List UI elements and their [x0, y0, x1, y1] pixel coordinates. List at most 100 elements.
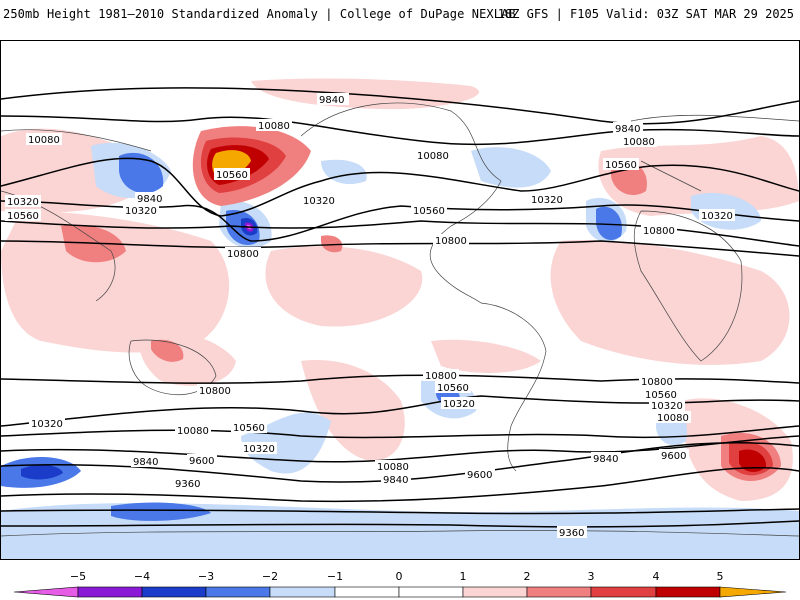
contour-line [1, 115, 799, 146]
colorbar-swatch [205, 586, 271, 598]
anomaly-neg2-region [119, 152, 164, 194]
contour-label: 10560 [233, 423, 265, 434]
contour-label: 9840 [615, 124, 640, 135]
contour-label: 9360 [175, 479, 200, 490]
anomaly-pos1-region [139, 330, 236, 386]
contour-label: 10320 [701, 211, 733, 222]
contour-label: 10800 [643, 226, 675, 237]
contour-label: 9840 [137, 194, 162, 205]
contour-label: 10320 [7, 197, 39, 208]
contour-labels: 9840 10080 10080 10560 9840 10320 10320 … [5, 93, 735, 539]
south-america-outline [480, 302, 547, 472]
contour-label: 10320 [443, 399, 475, 410]
header: 250mb Height 1981–2010 Standardized Anom… [0, 0, 800, 28]
contour-label: 10080 [28, 135, 60, 146]
colorbar-tick-label: 4 [653, 570, 660, 583]
contour-line [1, 435, 799, 463]
map-title: 250mb Height 1981–2010 Standardized Anom… [3, 7, 516, 21]
anomaly-pos2-region [151, 339, 184, 362]
colorbar-tick-label: −3 [198, 570, 214, 583]
model-run-info: 18Z GFS | F105 Valid: 03Z SAT MAR 29 202… [497, 7, 794, 21]
contour-label: 10560 [645, 390, 677, 401]
colorbar-swatch [719, 586, 787, 598]
contour-label: 9360 [559, 528, 584, 539]
colorbar-swatch [462, 586, 528, 598]
contour-label: 10560 [413, 206, 445, 217]
contour-label: 10800 [435, 236, 467, 247]
contour-label: 10080 [417, 151, 449, 162]
contour-label: 10320 [31, 419, 63, 430]
contour-label: 9600 [467, 470, 492, 481]
contour-label: 9840 [593, 454, 618, 465]
colorbar-swatch [269, 586, 336, 598]
colorbar-swatch [398, 586, 464, 598]
antarctica-outline [1, 530, 799, 537]
contour-line [1, 240, 799, 257]
anomaly-neg1-region [471, 147, 551, 188]
colorbar-swatch [655, 586, 721, 598]
map-canvas: 9840 10080 10080 10560 9840 10320 10320 … [1, 78, 799, 559]
anomaly-pos1-region [598, 136, 799, 216]
anomaly-neg1-region [1, 503, 799, 559]
contour-label: 10320 [243, 444, 275, 455]
contour-label: 9600 [661, 451, 686, 462]
contour-line [1, 220, 799, 247]
contour-label: 10800 [425, 371, 457, 382]
contour-label: 10800 [641, 377, 673, 388]
contour-line [1, 87, 799, 125]
contour-line [1, 508, 799, 515]
contour-label: 9840 [133, 457, 158, 468]
anomaly-neg3-region [21, 464, 63, 480]
africa-outline [633, 210, 743, 362]
map-panel: 9840 10080 10080 10560 9840 10320 10320 … [0, 40, 800, 560]
anomaly-pos2-region [321, 235, 343, 253]
height-contours [1, 87, 799, 528]
colorbar-swatches [13, 586, 787, 598]
anomaly-pos1-region [265, 246, 423, 327]
colorbar-tick-label: 2 [524, 570, 531, 583]
colorbar-tick-label: 0 [396, 570, 403, 583]
contour-label: 10320 [125, 206, 157, 217]
contour-line [1, 467, 799, 503]
anomaly-pos1-region [431, 339, 541, 373]
contour-line [1, 425, 799, 439]
anomaly-neg2-region [111, 502, 211, 521]
contour-label: 10080 [258, 121, 290, 132]
colorbar-ticks: −5 −4 −3 −2 −1 0 1 2 3 4 5 [70, 570, 724, 583]
colorbar-tick-label: −4 [134, 570, 150, 583]
contour-label: 10080 [623, 137, 655, 148]
anomaly-shading [1, 78, 799, 559]
anomaly-neg2-region [596, 206, 622, 241]
contour-line [1, 441, 799, 483]
contour-label: 9840 [319, 95, 344, 106]
colorbar-swatch [13, 586, 79, 598]
colorbar-tick-label: −5 [70, 570, 86, 583]
colorbar-swatch [526, 586, 592, 598]
contour-label: 10560 [437, 383, 469, 394]
colorbar-tick-label: 5 [717, 570, 724, 583]
anomaly-pos1-region [251, 78, 479, 110]
contour-label: 10560 [7, 211, 39, 222]
anomaly-pos1-region [550, 240, 790, 365]
colorbar-swatch [334, 586, 400, 598]
contour-label: 9840 [383, 475, 408, 486]
europe-outline [630, 114, 799, 192]
contour-line [1, 157, 799, 217]
contour-label: 10800 [199, 386, 231, 397]
colorbar-swatch [77, 586, 143, 598]
contour-label: 10080 [657, 413, 689, 424]
colorbar-tick-label: 1 [460, 570, 467, 583]
anomaly-pos1-region [301, 360, 405, 461]
contour-label: 10080 [377, 462, 409, 473]
anomaly-colorbar: −5 −4 −3 −2 −1 0 1 2 3 4 5 [13, 570, 787, 598]
contour-label: 10320 [531, 195, 563, 206]
contour-label: 10320 [651, 401, 683, 412]
anomaly-pos4-region [739, 449, 767, 472]
contour-label: 10560 [216, 170, 248, 181]
contour-label: 10320 [303, 196, 335, 207]
colorbar-swatch [590, 586, 657, 598]
colorbar-tick-label: 3 [588, 570, 595, 583]
contour-label: 10560 [605, 160, 637, 171]
contour-line [1, 520, 799, 528]
contour-label: 10080 [177, 426, 209, 437]
